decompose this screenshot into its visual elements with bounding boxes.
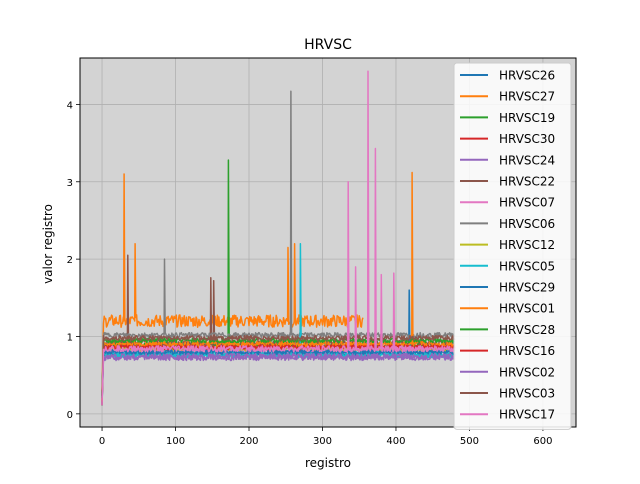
legend-label: HRVSC03	[499, 387, 555, 401]
series-line-hrvsc03	[101, 334, 456, 396]
y-tick-label: 2	[67, 255, 73, 266]
series-line-hrvsc02	[101, 352, 456, 398]
x-tick-label: 400	[386, 436, 405, 447]
legend-label: HRVSC26	[499, 69, 555, 83]
y-axis: 0 1 2 3 4	[67, 100, 80, 421]
y-tick-label: 1	[67, 332, 73, 343]
y-tick-label: 3	[67, 178, 73, 189]
chart-title: HRVSC	[304, 37, 352, 53]
series-line-hrvsc27	[101, 173, 364, 392]
x-tick-label: 200	[239, 436, 258, 447]
legend-box	[453, 62, 572, 430]
legend-label: HRVSC27	[499, 90, 555, 104]
legend-label: HRVSC29	[499, 281, 555, 295]
series-line-hrvsc17	[101, 70, 456, 406]
legend-label: HRVSC28	[499, 323, 555, 337]
legend-label: HRVSC30	[499, 132, 555, 146]
legend-label: HRVSC22	[499, 175, 555, 189]
series-line-hrvsc01	[101, 171, 456, 402]
x-tick-label: 0	[99, 436, 105, 447]
x-axis-label: registro	[305, 456, 351, 470]
x-tick-label: 500	[460, 436, 479, 447]
legend-label: HRVSC16	[499, 344, 555, 358]
y-axis-label: valor registro	[41, 204, 55, 284]
legend-label: HRVSC19	[499, 111, 555, 125]
legend-label: HRVSC01	[499, 302, 555, 316]
legend-label: HRVSC02	[499, 365, 555, 379]
legend-label: HRVSC05	[499, 259, 555, 273]
x-tick-label: 100	[166, 436, 185, 447]
series-line-hrvsc06	[101, 90, 456, 406]
legend-label: HRVSC12	[499, 238, 555, 252]
legend-label: HRVSC17	[499, 408, 555, 422]
x-tick-label: 300	[313, 436, 332, 447]
y-tick-label: 4	[67, 100, 73, 111]
series-lines	[101, 70, 456, 406]
legend: HRVSC26 HRVSC27 HRVSC19 HRVSC30 HRVSC24 HRVSC…	[453, 62, 572, 430]
legend-label: HRVSC06	[499, 217, 555, 231]
x-tick-label: 600	[533, 436, 552, 447]
legend-label: HRVSC24	[499, 153, 555, 167]
y-tick-label: 0	[67, 410, 73, 421]
legend-label: HRVSC07	[499, 196, 555, 210]
plot-frame	[79, 57, 577, 428]
